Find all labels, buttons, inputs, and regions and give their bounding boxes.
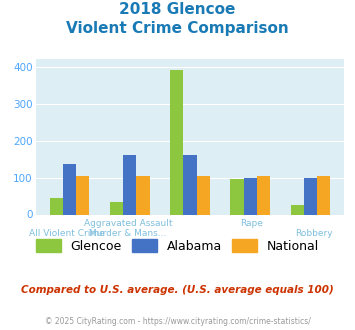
Bar [76,177,89,214]
Bar [123,155,136,214]
Bar [170,71,183,215]
Text: 2018 Glencoe: 2018 Glencoe [119,2,236,16]
Text: Compared to U.S. average. (U.S. average equals 100): Compared to U.S. average. (U.S. average … [21,285,334,295]
Text: All Violent Crime: All Violent Crime [28,229,104,238]
Bar [63,164,76,214]
Bar [290,205,304,214]
Bar [110,202,123,214]
Bar [257,177,270,214]
Text: Aggravated Assault: Aggravated Assault [84,219,173,228]
Legend: Glencoe, Alabama, National: Glencoe, Alabama, National [31,234,324,258]
Bar [244,178,257,214]
Bar [304,178,317,214]
Bar [197,177,210,214]
Text: Violent Crime Comparison: Violent Crime Comparison [66,21,289,36]
Bar [183,155,197,214]
Bar [136,177,149,214]
Bar [230,180,244,214]
Text: © 2025 CityRating.com - https://www.cityrating.com/crime-statistics/: © 2025 CityRating.com - https://www.city… [45,317,310,326]
Text: Robbery: Robbery [295,229,332,238]
Bar [317,177,330,214]
Bar [50,198,63,214]
Text: Murder & Mans...: Murder & Mans... [89,229,167,238]
Text: Rape: Rape [240,219,263,228]
